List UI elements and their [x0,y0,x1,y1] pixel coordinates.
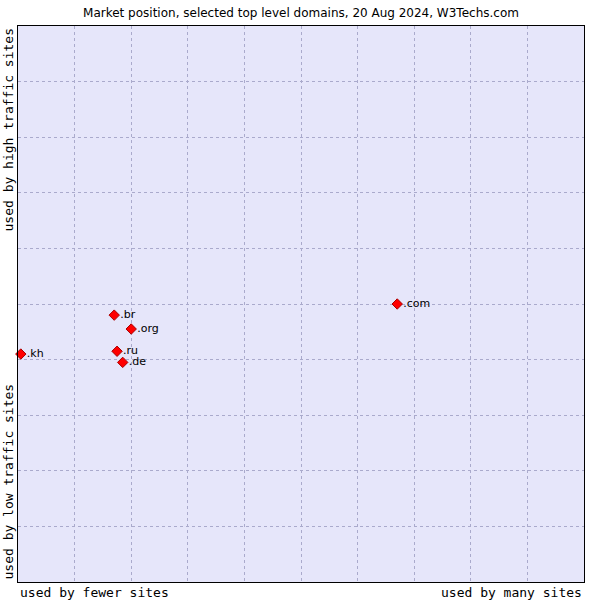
svg-text:used by many sites: used by many sites [441,585,582,600]
svg-text:.de: .de [129,355,146,368]
svg-text:.br: .br [120,308,135,321]
svg-text:.kh: .kh [27,347,44,360]
svg-text:used by high traffic sites: used by high traffic sites [1,28,16,232]
svg-text:.ru: .ru [123,344,138,357]
svg-text:.com: .com [403,297,430,310]
svg-text:Market position, selected top: Market position, selected top level doma… [83,6,519,20]
svg-text:used by low traffic sites: used by low traffic sites [1,384,16,580]
svg-text:used by fewer sites: used by fewer sites [20,585,169,600]
svg-text:.org: .org [137,322,159,335]
